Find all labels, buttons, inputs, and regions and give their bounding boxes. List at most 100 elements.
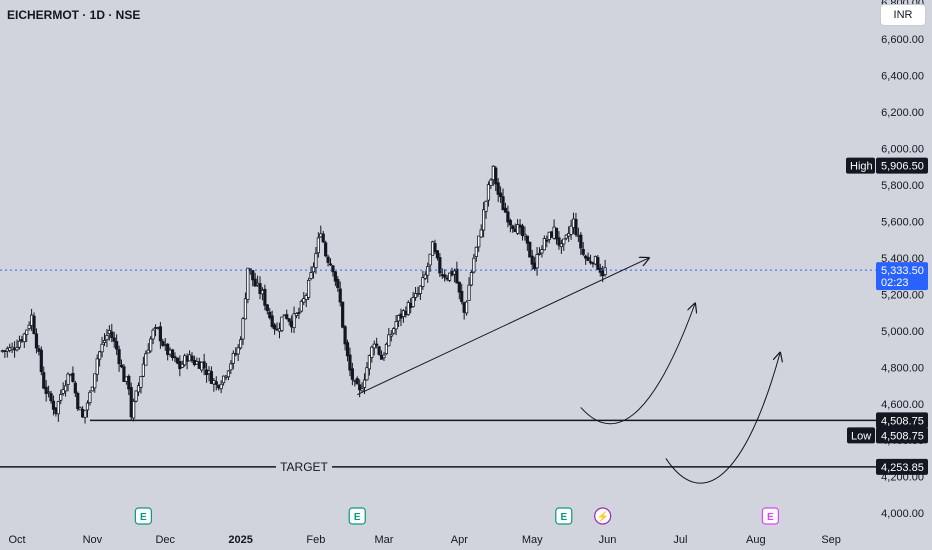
candle <box>511 225 515 230</box>
candle <box>270 315 274 327</box>
candle <box>384 343 388 355</box>
candle <box>287 318 291 322</box>
candle <box>302 298 306 303</box>
candle <box>489 179 493 186</box>
candle <box>32 315 36 335</box>
candle <box>484 200 488 212</box>
candle <box>110 331 114 338</box>
candle <box>190 355 194 361</box>
low-price-label: 4,508.75 <box>881 430 924 442</box>
y-tick-label: 6,200.00 <box>881 107 924 119</box>
candle <box>423 274 427 279</box>
candle <box>343 326 347 345</box>
candle <box>158 326 162 342</box>
candle <box>122 366 126 382</box>
candle <box>243 298 248 320</box>
candle <box>564 234 568 239</box>
projection-curve[interactable] <box>580 304 695 425</box>
candle <box>59 394 63 401</box>
target-label-bg <box>276 458 332 475</box>
event-marker-label: E <box>560 512 567 523</box>
candle <box>528 241 532 258</box>
candle <box>161 341 165 346</box>
x-tick-label: Feb <box>306 534 325 546</box>
candle <box>433 243 437 253</box>
candle <box>540 249 544 254</box>
y-tick-label: 4,600.00 <box>881 399 924 411</box>
candle <box>10 346 14 350</box>
candle <box>326 256 330 263</box>
candle <box>141 363 145 377</box>
y-tick-label: 5,000.00 <box>881 326 924 338</box>
candle <box>25 329 29 335</box>
candle <box>482 209 486 231</box>
candle <box>139 376 143 388</box>
candle <box>39 349 43 373</box>
target-label: TARGET <box>280 460 328 474</box>
candle <box>112 337 116 342</box>
candle <box>535 254 539 269</box>
candle <box>370 346 374 358</box>
trendline[interactable] <box>357 258 649 396</box>
candle <box>321 233 325 243</box>
candle <box>520 225 525 237</box>
x-tick-label: Dec <box>155 534 175 546</box>
candle <box>88 391 92 403</box>
candle <box>387 334 391 347</box>
candle <box>105 335 109 341</box>
candle <box>394 321 398 330</box>
candle <box>508 219 512 226</box>
candle <box>102 340 107 343</box>
candle <box>263 288 267 306</box>
candle <box>314 253 318 269</box>
candle <box>554 227 559 240</box>
candle <box>119 364 124 368</box>
candle <box>83 410 87 418</box>
candle <box>238 339 243 349</box>
x-tick-label: Mar <box>374 534 393 546</box>
candle <box>345 342 350 357</box>
candle <box>457 281 461 293</box>
candle <box>411 297 415 307</box>
candle <box>416 293 420 296</box>
high-price-label: 5,906.50 <box>881 161 924 173</box>
candle <box>95 358 99 375</box>
currency-button[interactable]: INR <box>880 4 926 26</box>
earnings-icon[interactable] <box>761 507 779 525</box>
candle <box>73 382 77 394</box>
candle <box>426 266 430 276</box>
candle <box>365 367 369 381</box>
candle <box>44 386 48 394</box>
candle <box>27 324 31 330</box>
candle <box>241 318 245 340</box>
earnings-icon[interactable] <box>555 507 573 525</box>
x-tick-label: Aug <box>746 534 766 546</box>
candle <box>377 346 381 355</box>
candle <box>537 252 542 255</box>
earnings-icon[interactable] <box>348 507 366 525</box>
candle <box>173 356 177 359</box>
candle <box>460 290 464 302</box>
dividend-icon[interactable] <box>594 507 612 525</box>
candle <box>93 373 97 389</box>
candle <box>64 385 68 392</box>
candle <box>285 314 289 320</box>
y-tick-label: 5,200.00 <box>881 289 924 301</box>
candle <box>236 347 240 355</box>
candle <box>474 246 478 257</box>
candle <box>251 270 255 281</box>
support-price-badge <box>876 412 928 429</box>
candle <box>47 391 51 394</box>
candle <box>525 235 529 244</box>
candle <box>98 351 102 360</box>
candle <box>516 224 520 234</box>
candle <box>542 238 546 251</box>
candle <box>258 283 262 294</box>
candle <box>494 167 498 185</box>
candle <box>265 304 269 312</box>
earnings-icon[interactable] <box>134 507 152 525</box>
projection-curve[interactable] <box>665 353 780 484</box>
candle <box>443 274 447 278</box>
candle <box>358 384 362 391</box>
